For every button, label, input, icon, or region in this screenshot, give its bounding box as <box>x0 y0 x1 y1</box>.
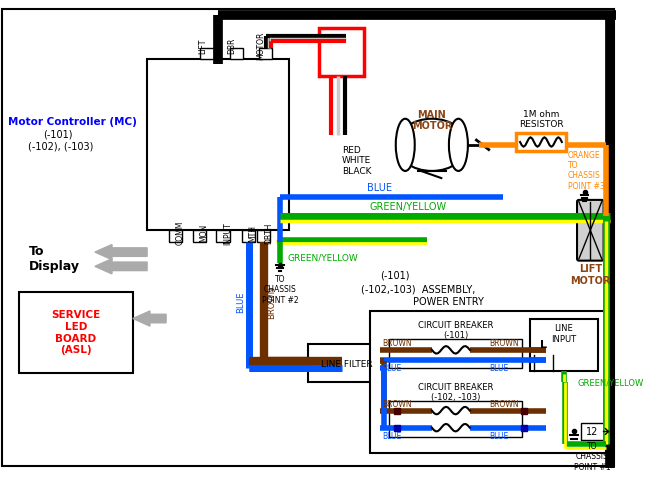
Text: DBTH: DBTH <box>264 222 273 243</box>
Text: MON: MON <box>199 224 208 242</box>
Text: BLUE: BLUE <box>382 363 402 372</box>
Bar <box>259 49 273 60</box>
Text: BROWN: BROWN <box>489 399 519 408</box>
Bar <box>308 345 384 382</box>
Ellipse shape <box>449 120 468 172</box>
Bar <box>319 29 365 76</box>
Text: LINE
INPUT: LINE INPUT <box>551 324 576 343</box>
Text: GREEN/YELLOW: GREEN/YELLOW <box>369 202 447 212</box>
Text: GREEN/YELLOW: GREEN/YELLOW <box>577 378 643 387</box>
Text: Motor Controller (MC): Motor Controller (MC) <box>8 117 136 127</box>
Text: TO
CHASSIS
POINT #1: TO CHASSIS POINT #1 <box>574 441 611 471</box>
Text: BROWN: BROWN <box>267 286 276 318</box>
Bar <box>201 49 214 60</box>
Text: BROWN: BROWN <box>382 338 412 348</box>
Text: POWER ENTRY: POWER ENTRY <box>413 297 484 307</box>
Bar <box>147 60 289 231</box>
Bar <box>216 231 230 242</box>
Ellipse shape <box>396 120 415 172</box>
Text: INPUT: INPUT <box>223 221 232 244</box>
Text: SERVICE
LED
BOARD
(ASL): SERVICE LED BOARD (ASL) <box>51 310 101 354</box>
Text: DBR: DBR <box>227 38 236 54</box>
Text: CIRCUIT BREAKER: CIRCUIT BREAKER <box>418 382 493 391</box>
Text: MOTOR: MOTOR <box>257 32 265 60</box>
Bar <box>169 231 182 242</box>
Text: BLUE: BLUE <box>489 432 508 440</box>
FancyBboxPatch shape <box>577 200 604 261</box>
Text: BLUE: BLUE <box>237 291 245 313</box>
Text: BROWN: BROWN <box>382 399 412 408</box>
FancyBboxPatch shape <box>581 423 604 440</box>
Bar <box>530 319 598 371</box>
Text: ORANGE
TO
CHASSIS
POINT #3: ORANGE TO CHASSIS POINT #3 <box>567 150 604 190</box>
Text: BLUE: BLUE <box>489 363 508 372</box>
Text: MTH: MTH <box>249 224 258 241</box>
Bar <box>230 49 243 60</box>
Text: 12: 12 <box>586 426 598 437</box>
Text: TO
CHASSIS
POINT #2: TO CHASSIS POINT #2 <box>262 274 299 304</box>
Bar <box>389 401 522 437</box>
Text: 1M ohm
RESISTOR: 1M ohm RESISTOR <box>519 109 563 129</box>
Text: To
Display: To Display <box>29 245 79 273</box>
Text: (-101): (-101) <box>443 330 468 339</box>
Text: CIRCUIT BREAKER: CIRCUIT BREAKER <box>418 321 493 330</box>
Bar <box>193 231 206 242</box>
Bar <box>257 231 271 242</box>
Text: GREEN/YELLOW: GREEN/YELLOW <box>288 253 358 261</box>
Ellipse shape <box>397 120 467 172</box>
Text: (-102,-103)  ASSEMBLY,: (-102,-103) ASSEMBLY, <box>361 285 475 294</box>
Text: BLUE: BLUE <box>382 432 402 440</box>
Text: LINE FILTER: LINE FILTER <box>321 359 373 368</box>
Text: L: L <box>541 339 547 349</box>
Text: COMM: COMM <box>176 221 184 245</box>
Text: RED
WHITE
BLACK: RED WHITE BLACK <box>341 146 371 175</box>
Text: BROWN: BROWN <box>489 338 519 348</box>
Bar <box>19 292 133 373</box>
Text: (-102, -103): (-102, -103) <box>431 392 480 401</box>
FancyArrow shape <box>95 259 147 274</box>
Text: (-102), (-103): (-102), (-103) <box>29 141 94 151</box>
Bar <box>389 340 522 368</box>
Text: (-101): (-101) <box>43 129 72 139</box>
Bar <box>517 134 566 151</box>
Text: (-101): (-101) <box>380 270 409 280</box>
FancyArrow shape <box>133 311 166 326</box>
FancyArrow shape <box>95 245 147 260</box>
Text: LIFT: LIFT <box>198 38 207 54</box>
Text: LIFT
MOTOR: LIFT MOTOR <box>570 264 611 286</box>
Bar <box>242 231 255 242</box>
Bar <box>370 311 606 454</box>
Text: BLUE: BLUE <box>367 183 392 193</box>
Text: MAIN
MOTOR: MAIN MOTOR <box>411 109 452 131</box>
